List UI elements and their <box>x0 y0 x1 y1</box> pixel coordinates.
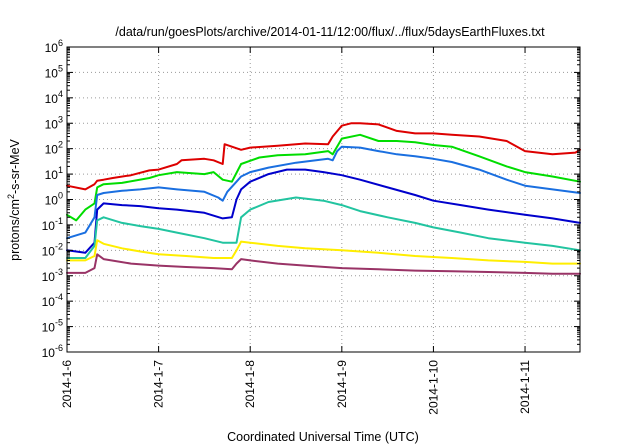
series-line-3 <box>66 145 581 240</box>
y-tick-base: 10 <box>42 295 56 309</box>
y-tick-exponent: 3 <box>58 114 63 124</box>
y-tick-base: 10 <box>45 92 59 106</box>
y-tick-label: 10-1 <box>42 216 63 233</box>
x-tick-label: 2014-1-7 <box>152 360 166 408</box>
y-axis-label: protons/cm2-s-sr-MeV <box>6 138 22 260</box>
x-tick-label: 2014-1-6 <box>60 360 74 408</box>
y-tick-base: 10 <box>42 219 56 233</box>
x-tick-labels: 2014-1-6 2014-1-7 2014-1-8 2014-1-9 2014-1-1… <box>60 360 532 415</box>
y-tick-exponent: -1 <box>55 216 63 226</box>
y-tick-label: 10-2 <box>42 241 63 258</box>
series-line-4 <box>66 168 581 254</box>
x-tick-label: 2014-1-8 <box>243 360 257 408</box>
y-tick-label: 10-3 <box>42 267 63 284</box>
y-tick-label: 100 <box>45 191 63 208</box>
y-tick-exponent: 6 <box>58 38 63 48</box>
y-tick-label: 102 <box>45 140 63 157</box>
x-axis-label: Coordinated Universal Time (UTC) <box>227 430 419 444</box>
y-tick-exponent: -2 <box>55 241 63 251</box>
tick-layer <box>66 46 580 353</box>
y-tick-exponent: 4 <box>58 89 63 99</box>
chart-title: /data/run/goesPlots/archive/2014-01-11/1… <box>115 25 545 39</box>
y-axis-label-post: -s-sr-MeV <box>8 138 22 194</box>
y-tick-label: 104 <box>45 89 63 106</box>
series-line-1 <box>66 122 581 191</box>
y-tick-label: 10-6 <box>42 343 63 360</box>
x-tick-label: 2014-1-11 <box>518 360 532 414</box>
series-line-2 <box>66 133 581 222</box>
y-tick-exponent: -6 <box>55 343 63 353</box>
y-tick-exponent: 5 <box>58 63 63 73</box>
y-tick-base: 10 <box>45 194 59 208</box>
y-tick-exponent: -5 <box>55 318 63 328</box>
grid-layer <box>67 47 580 352</box>
y-tick-exponent: 0 <box>58 191 63 201</box>
y-axis-label-pre: protons/cm <box>8 199 22 261</box>
y-tick-exponent: -4 <box>55 292 63 302</box>
y-tick-base: 10 <box>45 117 59 131</box>
series-line-5 <box>66 196 581 259</box>
y-tick-label: 10-5 <box>42 318 63 335</box>
y-tick-base: 10 <box>45 168 59 182</box>
y-tick-exponent: 1 <box>58 165 63 175</box>
y-tick-base: 10 <box>45 66 59 80</box>
series-layer <box>66 122 581 275</box>
y-tick-label: 105 <box>45 63 63 80</box>
y-axis-label-sup: 2 <box>6 194 16 199</box>
y-tick-label: 101 <box>45 165 63 182</box>
x-tick-label: 2014-1-9 <box>335 360 349 408</box>
y-tick-base: 10 <box>45 143 59 157</box>
series-line-7 <box>66 253 581 275</box>
y-tick-label: 106 <box>45 38 63 55</box>
y-tick-base: 10 <box>42 346 56 360</box>
y-tick-base: 10 <box>42 270 56 284</box>
y-tick-labels: 10-610-510-410-310-210-11001011021031041… <box>42 38 63 360</box>
y-tick-label: 103 <box>45 114 63 131</box>
y-tick-exponent: 2 <box>58 140 63 150</box>
y-tick-label: 10-4 <box>42 292 63 309</box>
x-tick-label: 2014-1-10 <box>426 360 440 415</box>
y-tick-base: 10 <box>42 244 56 258</box>
y-tick-exponent: -3 <box>55 267 63 277</box>
y-tick-base: 10 <box>45 41 59 55</box>
series-line-6 <box>66 239 581 265</box>
y-tick-base: 10 <box>42 321 56 335</box>
